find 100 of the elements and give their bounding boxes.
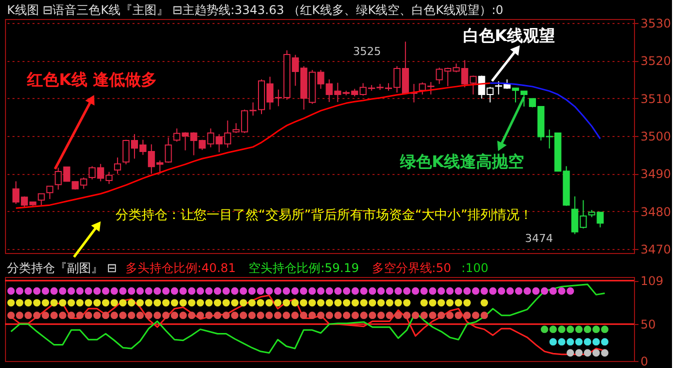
annotation: 白色K线观望 xyxy=(462,26,556,45)
annotation: 绿色K线逢高抛空 xyxy=(398,152,524,171)
chart-title: K线图 ⊟语音三色K线『主图』 ⊟主趋势线:3343.63 （红K线多、绿K线空、白色K线观望）:0 xyxy=(7,3,504,17)
point xyxy=(274,299,282,306)
point xyxy=(601,326,608,334)
point xyxy=(326,299,334,306)
point xyxy=(317,312,324,320)
point xyxy=(188,299,196,306)
chart-title: 分类持仓『副图』 ⊟ xyxy=(7,261,117,275)
point xyxy=(549,326,557,334)
point xyxy=(403,299,411,306)
text: 空头持仓比例:59.19 xyxy=(248,261,360,275)
point xyxy=(68,312,75,320)
point xyxy=(291,312,299,320)
point xyxy=(300,312,308,320)
line-series xyxy=(489,82,601,140)
y-tick-label: 3480 xyxy=(640,204,672,219)
point xyxy=(420,299,428,306)
point xyxy=(231,312,238,320)
point xyxy=(446,299,454,306)
point xyxy=(119,299,127,306)
point xyxy=(308,312,316,320)
point xyxy=(601,349,608,357)
point xyxy=(342,299,350,306)
point xyxy=(274,312,282,320)
point xyxy=(179,312,187,320)
point xyxy=(76,312,84,320)
point xyxy=(214,312,222,320)
point xyxy=(231,299,238,306)
point xyxy=(558,338,566,346)
point xyxy=(438,312,445,320)
point xyxy=(592,349,600,357)
point xyxy=(592,338,600,346)
point xyxy=(196,299,204,306)
point xyxy=(463,312,471,320)
point xyxy=(282,299,290,306)
point xyxy=(326,312,334,320)
point xyxy=(394,312,402,320)
point xyxy=(7,312,15,320)
point xyxy=(248,299,256,306)
point xyxy=(420,312,428,320)
point xyxy=(265,299,273,306)
point xyxy=(33,312,41,320)
point xyxy=(84,312,92,320)
point xyxy=(300,299,308,306)
point xyxy=(170,299,178,306)
point xyxy=(7,299,15,306)
point xyxy=(368,299,376,306)
point xyxy=(58,312,66,320)
point xyxy=(154,312,162,320)
point xyxy=(454,299,462,306)
point xyxy=(222,299,230,306)
point xyxy=(188,312,196,320)
point xyxy=(472,312,480,320)
point xyxy=(162,299,170,306)
point xyxy=(205,312,213,320)
point xyxy=(110,312,118,320)
point xyxy=(428,299,436,306)
point xyxy=(58,299,66,306)
point xyxy=(558,326,566,334)
point xyxy=(222,312,230,320)
point xyxy=(214,299,222,306)
point xyxy=(480,299,488,306)
point xyxy=(549,338,557,346)
y-tick-label: 3500 xyxy=(640,130,672,144)
y-tick-label: 0 xyxy=(640,354,648,368)
point xyxy=(33,299,41,306)
point xyxy=(454,312,462,320)
candlestick xyxy=(114,157,122,174)
point xyxy=(584,326,592,334)
point xyxy=(93,299,101,306)
point xyxy=(24,299,32,306)
point xyxy=(540,326,548,334)
annotation: 3525 xyxy=(353,45,381,58)
point xyxy=(463,299,471,306)
text: 多头持仓比例:40.81 xyxy=(125,261,236,275)
point xyxy=(144,299,152,306)
point xyxy=(76,299,84,306)
point xyxy=(412,312,420,320)
point xyxy=(352,312,359,320)
y-tick-label: 109 xyxy=(640,274,664,288)
point xyxy=(317,299,324,306)
y-tick-label: 3520 xyxy=(640,54,672,68)
annotation: 红色K线 逢低做多 xyxy=(26,70,157,89)
point xyxy=(282,312,290,320)
point xyxy=(248,312,256,320)
y-tick-label: 3510 xyxy=(640,92,672,106)
point xyxy=(446,312,454,320)
line-series xyxy=(10,284,606,354)
point xyxy=(428,312,436,320)
point xyxy=(352,299,359,306)
point xyxy=(144,312,152,320)
candlestick xyxy=(164,137,172,164)
annotation: 3474 xyxy=(525,232,553,245)
point xyxy=(16,299,24,306)
point xyxy=(68,299,75,306)
point xyxy=(102,312,110,320)
candlestick xyxy=(46,186,54,200)
point xyxy=(386,312,394,320)
point xyxy=(154,299,162,306)
